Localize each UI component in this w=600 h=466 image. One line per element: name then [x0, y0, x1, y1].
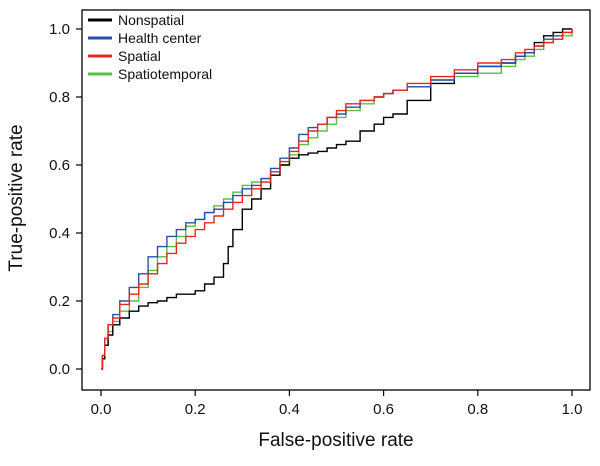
x-tick-label: 1.0	[562, 401, 583, 418]
y-tick-label: 0.0	[49, 361, 70, 378]
y-tick-label: 0.2	[49, 293, 70, 310]
legend-label: Spatiotemporal	[118, 66, 212, 82]
y-tick-label: 0.8	[49, 89, 70, 106]
x-tick-label: 0.2	[185, 401, 206, 418]
legend-label: Spatial	[118, 48, 161, 64]
series-line-spatial	[101, 29, 573, 370]
x-tick-label: 0.8	[467, 401, 488, 418]
legend-label: Health center	[118, 30, 202, 46]
x-tick-label: 0.0	[91, 401, 112, 418]
x-tick-label: 0.4	[279, 401, 300, 418]
series-layer	[101, 28, 573, 370]
y-tick-label: 1.0	[49, 21, 70, 38]
legend-label: Nonspatial	[118, 12, 184, 28]
x-axis-title: False-positive rate	[258, 430, 413, 451]
legend: Nonspatial Health center Spatial Spatiotemp…	[88, 12, 212, 82]
x-tick-label: 0.6	[373, 401, 394, 418]
axis-ticks: 0.0 0.2 0.4 0.6 0.8 1.0 0.0 0.2 0.4 0.6 0.8 1.0	[49, 21, 582, 418]
y-axis-title: True-positive rate	[6, 124, 27, 271]
y-tick-label: 0.6	[49, 157, 70, 174]
y-tick-label: 0.4	[49, 225, 70, 242]
plot-frame	[81, 9, 591, 391]
